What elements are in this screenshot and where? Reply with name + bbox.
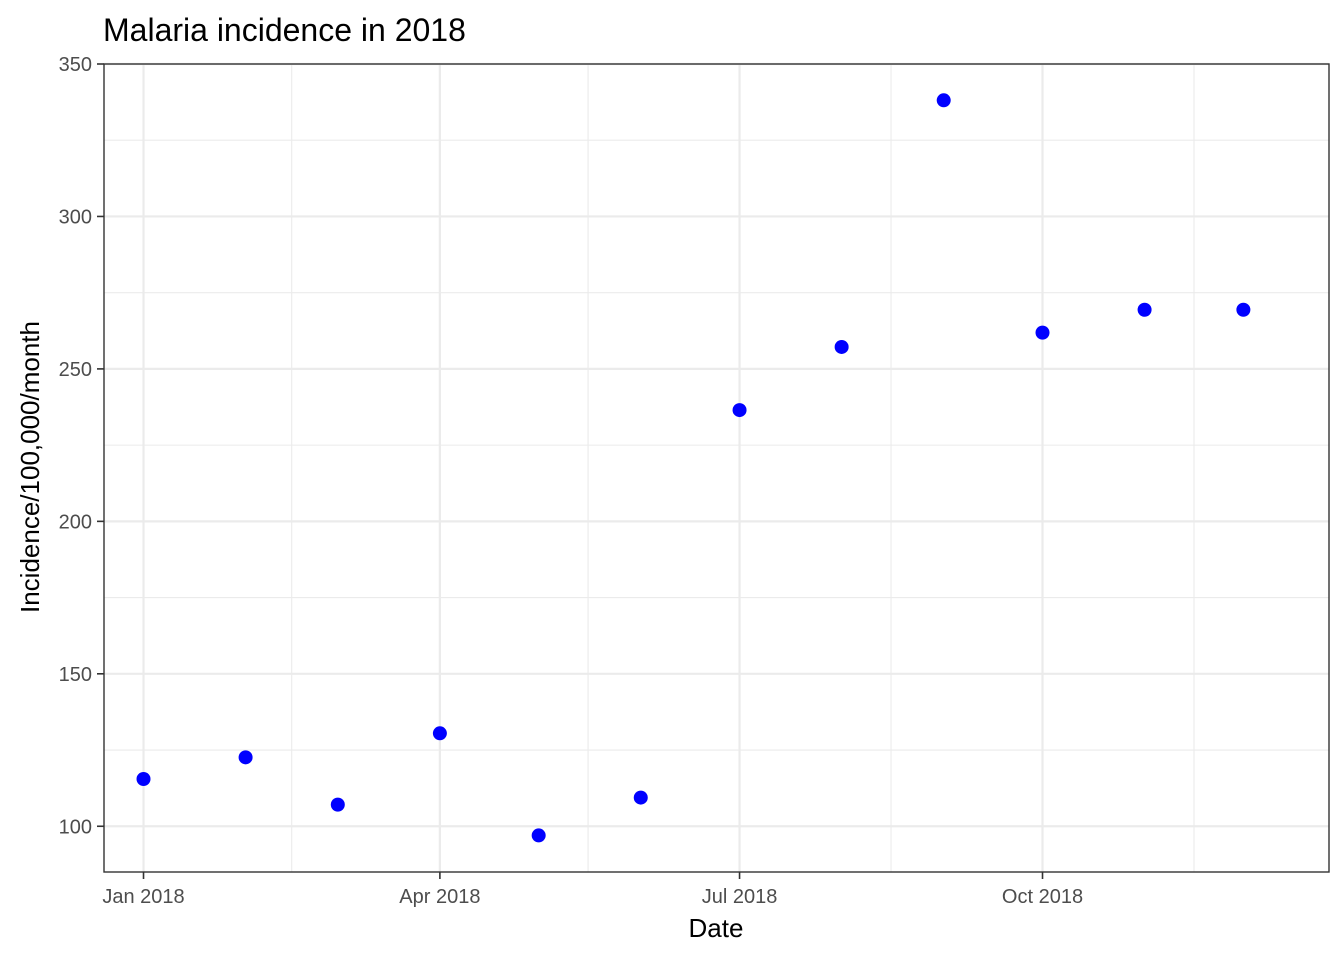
data-point: [834, 339, 849, 354]
data-point: [238, 750, 253, 765]
x-tick-label: Apr 2018: [399, 886, 480, 908]
data-point: [531, 828, 546, 843]
chart-title: Malaria incidence in 2018: [103, 12, 466, 48]
x-tick-label: Jul 2018: [702, 886, 778, 908]
x-tick-label: Jan 2018: [102, 886, 184, 908]
y-tick-label: 200: [59, 511, 92, 533]
y-tick-label: 300: [59, 206, 92, 228]
plot-panel-border: [103, 63, 1330, 873]
data-point: [1137, 302, 1152, 317]
data-point: [432, 726, 447, 741]
y-tick-label: 150: [59, 664, 92, 686]
y-tick-label: 250: [59, 359, 92, 381]
data-point: [1236, 302, 1251, 317]
y-tick-label: 350: [59, 54, 92, 76]
data-point: [633, 790, 648, 805]
y-tick-label: 100: [59, 816, 92, 838]
data-point: [136, 772, 151, 787]
x-axis-title: Date: [689, 913, 744, 943]
data-points: [136, 93, 1251, 843]
data-point: [732, 403, 747, 418]
axis-ticks: 100 150 200 250 300 350 Jan 2018 Apr 2018 Jul 20…: [59, 54, 1083, 908]
data-point: [1035, 325, 1050, 340]
gridlines: [104, 62, 1329, 872]
data-point: [330, 797, 345, 812]
y-axis-title: Incidence/100,000/month: [15, 321, 45, 613]
data-point: [936, 93, 951, 108]
x-tick-label: Oct 2018: [1002, 886, 1083, 908]
